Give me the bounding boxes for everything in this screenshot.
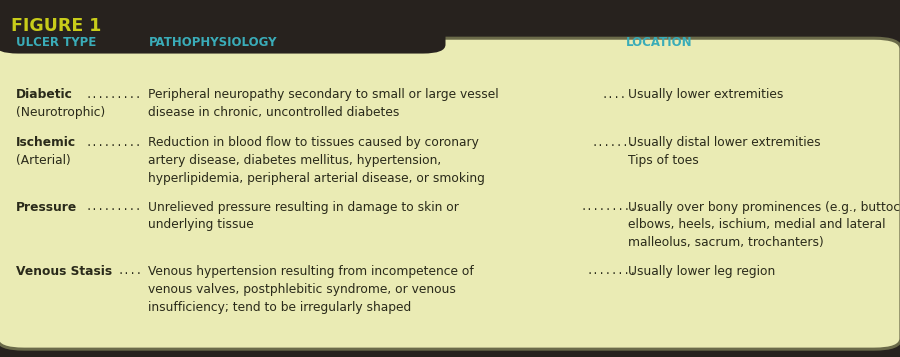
Text: Usually distal lower extremities: Usually distal lower extremities	[628, 136, 821, 149]
Text: Peripheral neuropathy secondary to small or large vessel: Peripheral neuropathy secondary to small…	[148, 88, 500, 101]
Text: Usually over bony prominences (e.g., buttocks,: Usually over bony prominences (e.g., but…	[628, 201, 900, 213]
Text: ....: ....	[601, 90, 626, 100]
FancyBboxPatch shape	[0, 0, 446, 54]
Text: .........: .........	[86, 202, 142, 212]
Text: Venous hypertension resulting from incompetence of: Venous hypertension resulting from incom…	[148, 265, 474, 278]
Text: Unrelieved pressure resulting in damage to skin or: Unrelieved pressure resulting in damage …	[148, 201, 459, 213]
Text: .......: .......	[591, 138, 635, 148]
Text: disease in chronic, uncontrolled diabetes: disease in chronic, uncontrolled diabete…	[148, 106, 400, 119]
Text: Ischemic: Ischemic	[16, 136, 76, 149]
Text: underlying tissue: underlying tissue	[148, 218, 254, 231]
Text: venous valves, postphlebitic syndrome, or venous: venous valves, postphlebitic syndrome, o…	[148, 283, 456, 296]
Text: (Arterial): (Arterial)	[16, 154, 71, 167]
Text: ..........: ..........	[580, 202, 643, 212]
Text: ........: ........	[587, 266, 637, 276]
Text: Usually lower leg region: Usually lower leg region	[628, 265, 776, 278]
Text: Reduction in blood flow to tissues caused by coronary: Reduction in blood flow to tissues cause…	[148, 136, 480, 149]
Text: FIGURE 1: FIGURE 1	[11, 17, 101, 35]
Text: ....: ....	[117, 266, 142, 276]
Text: Pressure: Pressure	[16, 201, 77, 213]
Text: Diabetic: Diabetic	[16, 88, 73, 101]
Text: .........: .........	[86, 138, 142, 148]
Text: hyperlipidemia, peripheral arterial disease, or smoking: hyperlipidemia, peripheral arterial dise…	[148, 172, 485, 185]
Text: Tips of toes: Tips of toes	[628, 154, 699, 167]
Text: .........: .........	[86, 90, 142, 100]
Text: LOCATION: LOCATION	[626, 36, 692, 49]
Text: Usually lower extremities: Usually lower extremities	[628, 88, 784, 101]
Text: insufficiency; tend to be irregularly shaped: insufficiency; tend to be irregularly sh…	[148, 301, 412, 313]
Text: elbows, heels, ischium, medial and lateral: elbows, heels, ischium, medial and later…	[628, 218, 886, 231]
Text: malleolus, sacrum, trochanters): malleolus, sacrum, trochanters)	[628, 236, 824, 249]
Text: ULCER TYPE: ULCER TYPE	[16, 36, 96, 49]
Text: PATHOPHYSIOLOGY: PATHOPHYSIOLOGY	[148, 36, 277, 49]
FancyBboxPatch shape	[0, 38, 900, 349]
Text: Venous Stasis: Venous Stasis	[16, 265, 112, 278]
Text: artery disease, diabetes mellitus, hypertension,: artery disease, diabetes mellitus, hyper…	[148, 154, 442, 167]
Text: (Neurotrophic): (Neurotrophic)	[16, 106, 105, 119]
